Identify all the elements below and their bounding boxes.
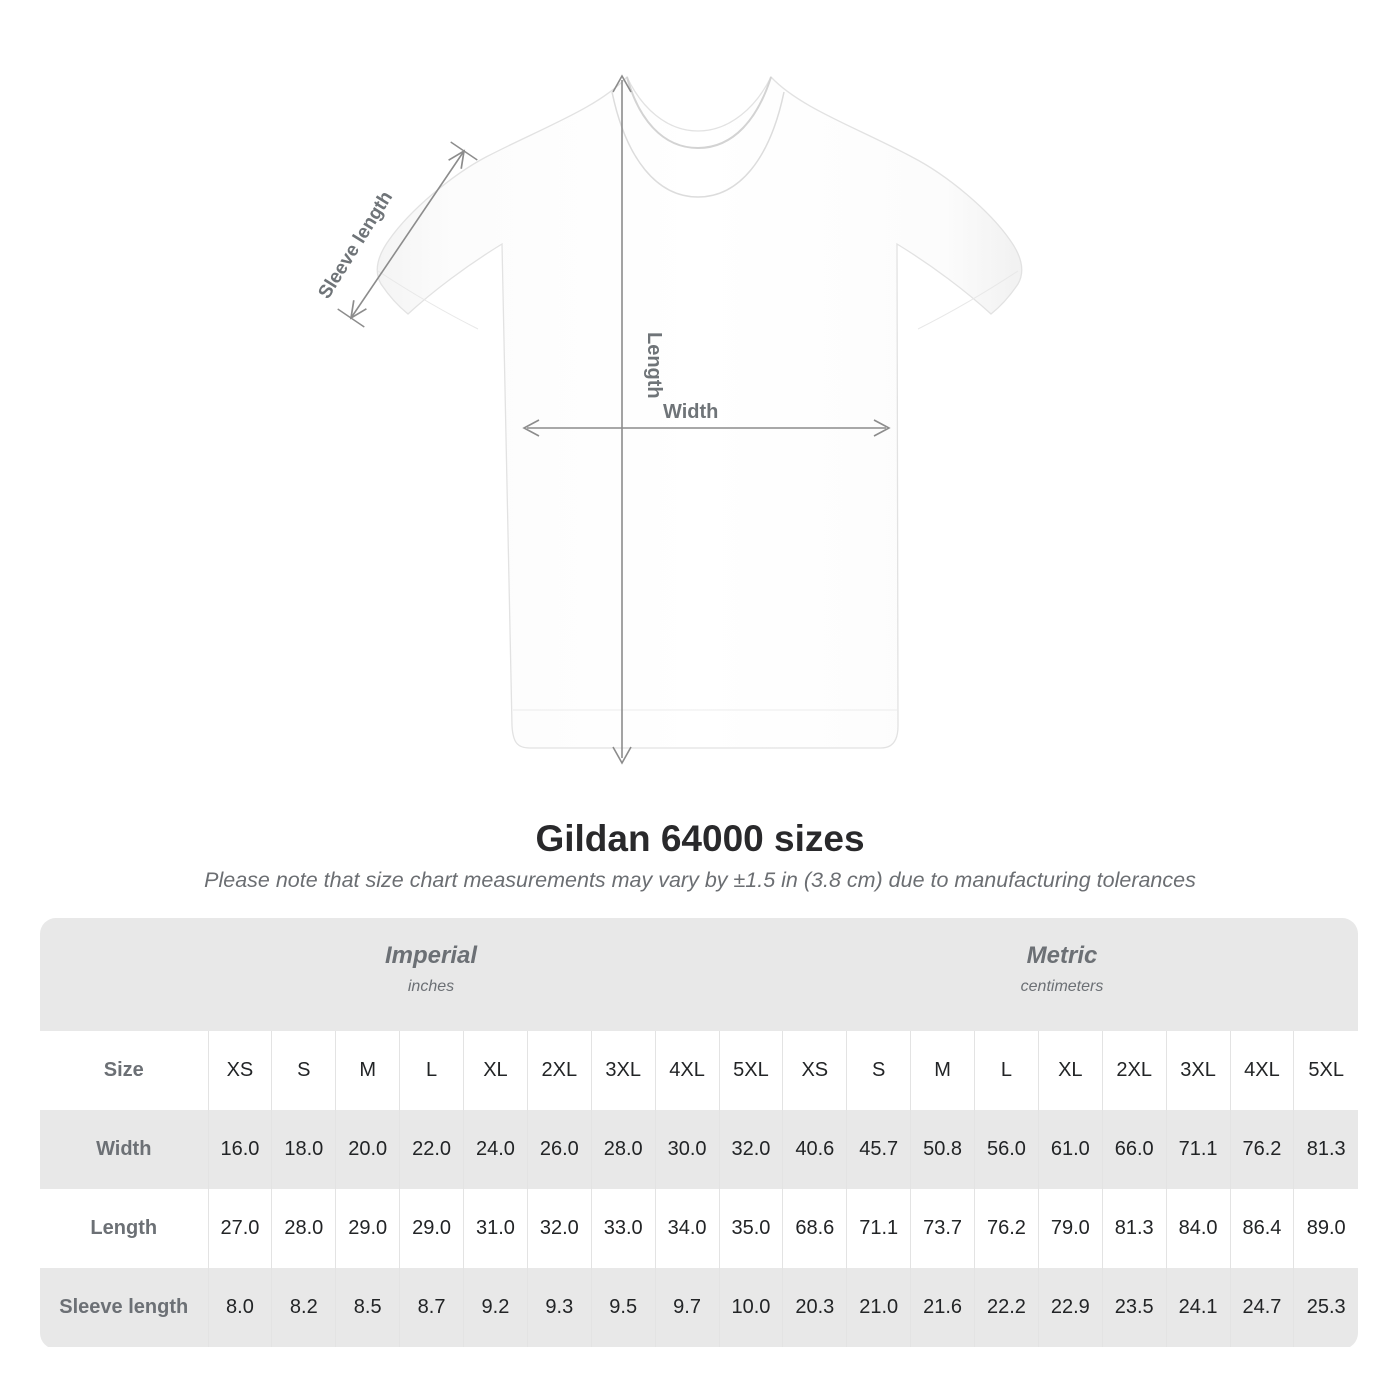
svg-text:Length: Length: [643, 332, 665, 399]
svg-text:Width: Width: [663, 401, 718, 423]
